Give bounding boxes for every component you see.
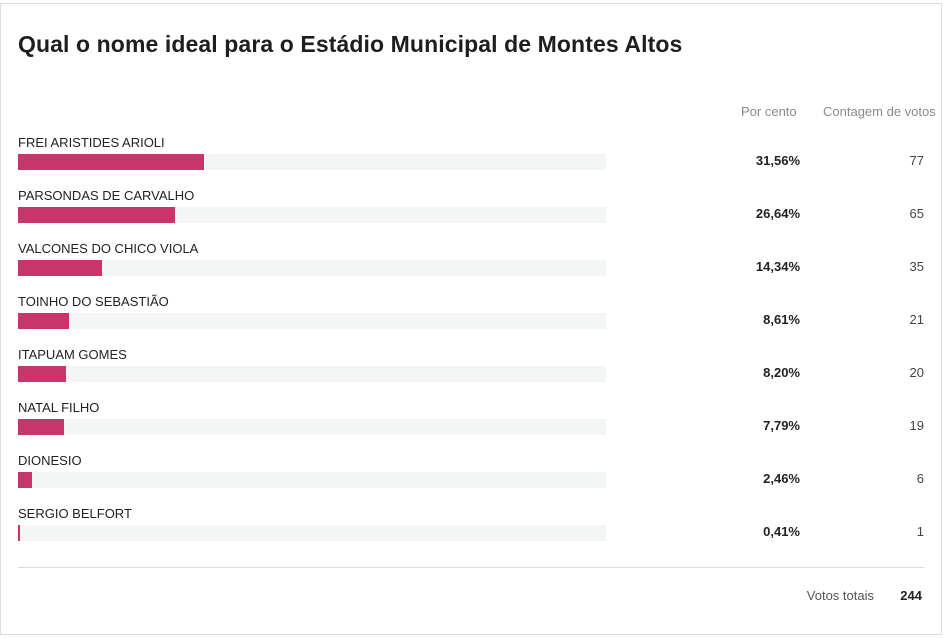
poll-option-percent: 8,20% [763,365,800,380]
poll-option-percent: 26,64% [755,206,800,221]
poll-option-bar-track [18,207,606,223]
percent-column-header: Por cento [741,104,797,119]
poll-option-bar-fill [18,207,175,223]
poll-option-vote-count: 65 [909,206,924,221]
poll-option-vote-count: 20 [909,365,924,380]
poll-option-label: ITAPUAM GOMES [18,347,127,362]
poll-option-vote-count: 77 [909,153,924,168]
poll-option-vote-count: 1 [916,524,924,539]
poll-option-bar-track [18,260,606,276]
poll-option-row: VALCONES DO CHICO VIOLA 14,34% 35 [1,241,943,294]
poll-option-bar-fill [18,154,204,170]
poll-results-card: Qual o nome ideal para o Estádio Municip… [0,3,942,635]
poll-option-bar-track [18,419,606,435]
poll-option-row: FREI ARISTIDES ARIOLI 31,56% 77 [1,135,943,188]
poll-option-row: TOINHO DO SEBASTIÃO 8,61% 21 [1,294,943,347]
poll-option-percent: 7,79% [763,418,800,433]
poll-option-row: SERGIO BELFORT 0,41% 1 [1,506,943,559]
poll-option-label: NATAL FILHO [18,400,100,415]
poll-option-bar-track [18,313,606,329]
poll-option-label: DIONESIO [18,453,82,468]
poll-option-label: PARSONDAS DE CARVALHO [18,188,195,203]
poll-option-row: NATAL FILHO 7,79% 19 [1,400,943,453]
poll-option-bar-track [18,472,606,488]
poll-option-label: SERGIO BELFORT [18,506,132,521]
poll-option-bar-fill [18,525,21,541]
poll-option-percent: 31,56% [755,153,800,168]
poll-option-label: FREI ARISTIDES ARIOLI [18,135,165,150]
total-votes-label: Votos totais [806,588,874,603]
poll-option-vote-count: 21 [909,312,924,327]
poll-title: Qual o nome ideal para o Estádio Municip… [18,31,683,57]
poll-option-row: DIONESIO 2,46% 6 [1,453,943,506]
poll-option-label: VALCONES DO CHICO VIOLA [18,241,199,256]
poll-option-bar-track [18,525,606,541]
poll-option-bar-track [18,154,606,170]
poll-option-vote-count: 6 [916,471,924,486]
poll-option-vote-count: 19 [909,418,924,433]
poll-option-row: PARSONDAS DE CARVALHO 26,64% 65 [1,188,943,241]
poll-option-bar-fill [18,260,103,276]
total-votes-value: 244 [900,588,922,603]
poll-option-percent: 0,41% [763,524,800,539]
count-column-header: Contagem de votos [823,104,936,119]
poll-option-bar-fill [18,472,33,488]
poll-option-bar-fill [18,366,67,382]
poll-option-bar-fill [18,313,69,329]
poll-option-vote-count: 35 [909,259,924,274]
poll-option-bar-fill [18,419,64,435]
poll-option-bar-track [18,366,606,382]
poll-option-row: ITAPUAM GOMES 8,20% 20 [1,347,943,400]
poll-option-percent: 14,34% [755,259,800,274]
poll-option-percent: 8,61% [763,312,800,327]
poll-option-label: TOINHO DO SEBASTIÃO [18,294,169,309]
divider [18,567,924,568]
poll-option-percent: 2,46% [763,471,800,486]
